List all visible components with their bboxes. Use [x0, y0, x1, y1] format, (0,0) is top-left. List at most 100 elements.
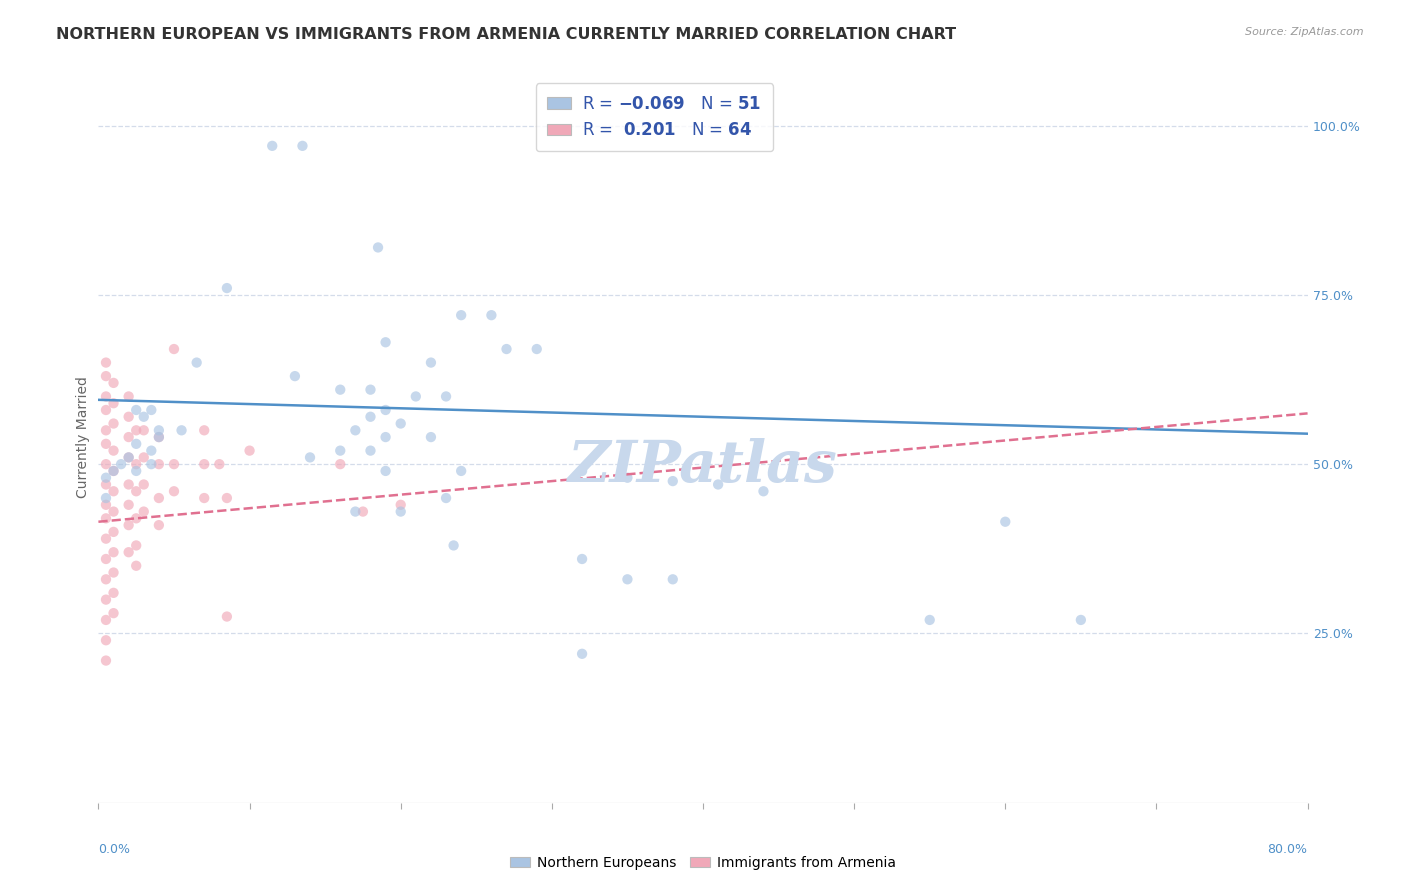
Point — [125, 403, 148, 417]
Point — [125, 484, 148, 499]
Point — [616, 572, 638, 586]
Point — [141, 443, 163, 458]
Point — [125, 538, 148, 552]
Text: 0.0%: 0.0% — [98, 843, 131, 856]
Point — [291, 139, 314, 153]
Point — [118, 389, 141, 403]
Point — [148, 518, 170, 533]
Point — [125, 558, 148, 573]
Point — [94, 457, 117, 471]
Point — [405, 389, 427, 403]
Point — [193, 457, 215, 471]
Point — [94, 552, 117, 566]
Point — [215, 491, 238, 505]
Point — [329, 443, 352, 458]
Point — [360, 383, 382, 397]
Point — [170, 423, 193, 437]
Point — [389, 505, 412, 519]
Point — [1070, 613, 1092, 627]
Point — [94, 654, 117, 668]
Point — [262, 139, 284, 153]
Point — [118, 518, 141, 533]
Point — [434, 389, 457, 403]
Point — [148, 430, 170, 444]
Point — [616, 471, 638, 485]
Point — [94, 437, 117, 451]
Point — [103, 545, 125, 559]
Point — [103, 376, 125, 390]
Point — [661, 474, 683, 488]
Y-axis label: Currently Married: Currently Married — [76, 376, 90, 498]
Point — [374, 464, 396, 478]
Point — [94, 498, 117, 512]
Point — [94, 471, 117, 485]
Point — [374, 403, 396, 417]
Point — [918, 613, 941, 627]
Point — [132, 409, 155, 424]
Point — [94, 355, 117, 369]
Point — [148, 491, 170, 505]
Point — [125, 457, 148, 471]
Point — [215, 609, 238, 624]
Point — [94, 511, 117, 525]
Point — [707, 477, 730, 491]
Point — [994, 515, 1017, 529]
Point — [420, 355, 443, 369]
Point — [118, 450, 141, 465]
Text: ZIPatlas: ZIPatlas — [568, 438, 838, 494]
Point — [125, 423, 148, 437]
Point — [103, 443, 125, 458]
Point — [239, 443, 262, 458]
Point — [141, 403, 163, 417]
Point — [360, 443, 382, 458]
Point — [118, 477, 141, 491]
Point — [752, 484, 775, 499]
Point — [125, 464, 148, 478]
Point — [103, 464, 125, 478]
Point — [420, 430, 443, 444]
Point — [103, 566, 125, 580]
Point — [118, 498, 141, 512]
Point — [193, 491, 215, 505]
Point — [481, 308, 503, 322]
Point — [103, 417, 125, 431]
Point — [661, 572, 683, 586]
Point — [94, 572, 117, 586]
Point — [360, 409, 382, 424]
Point — [163, 484, 186, 499]
Point — [329, 383, 352, 397]
Point — [389, 498, 412, 512]
Point — [450, 464, 472, 478]
Point — [103, 464, 125, 478]
Point — [443, 538, 465, 552]
Point — [94, 369, 117, 384]
Point — [571, 552, 593, 566]
Point — [208, 457, 231, 471]
Legend: R = $\mathbf{-0.069}$   N = $\mathbf{51}$, R =  $\mathbf{0.201}$   N = $\mathbf{: R = $\mathbf{-0.069}$ N = $\mathbf{51}$,… — [536, 83, 773, 151]
Text: NORTHERN EUROPEAN VS IMMIGRANTS FROM ARMENIA CURRENTLY MARRIED CORRELATION CHART: NORTHERN EUROPEAN VS IMMIGRANTS FROM ARM… — [56, 27, 956, 42]
Point — [571, 464, 593, 478]
Point — [329, 457, 352, 471]
Point — [132, 477, 155, 491]
Point — [526, 342, 548, 356]
Point — [94, 423, 117, 437]
Point — [148, 457, 170, 471]
Point — [103, 524, 125, 539]
Point — [125, 511, 148, 525]
Point — [148, 423, 170, 437]
Point — [118, 545, 141, 559]
Point — [367, 240, 389, 254]
Point — [374, 430, 396, 444]
Point — [344, 423, 367, 437]
Point — [94, 613, 117, 627]
Point — [103, 586, 125, 600]
Point — [434, 491, 457, 505]
Text: Source: ZipAtlas.com: Source: ZipAtlas.com — [1246, 27, 1364, 37]
Point — [344, 505, 367, 519]
Point — [374, 335, 396, 350]
Point — [94, 532, 117, 546]
Point — [284, 369, 307, 384]
Point — [118, 450, 141, 465]
Point — [94, 491, 117, 505]
Point — [186, 355, 208, 369]
